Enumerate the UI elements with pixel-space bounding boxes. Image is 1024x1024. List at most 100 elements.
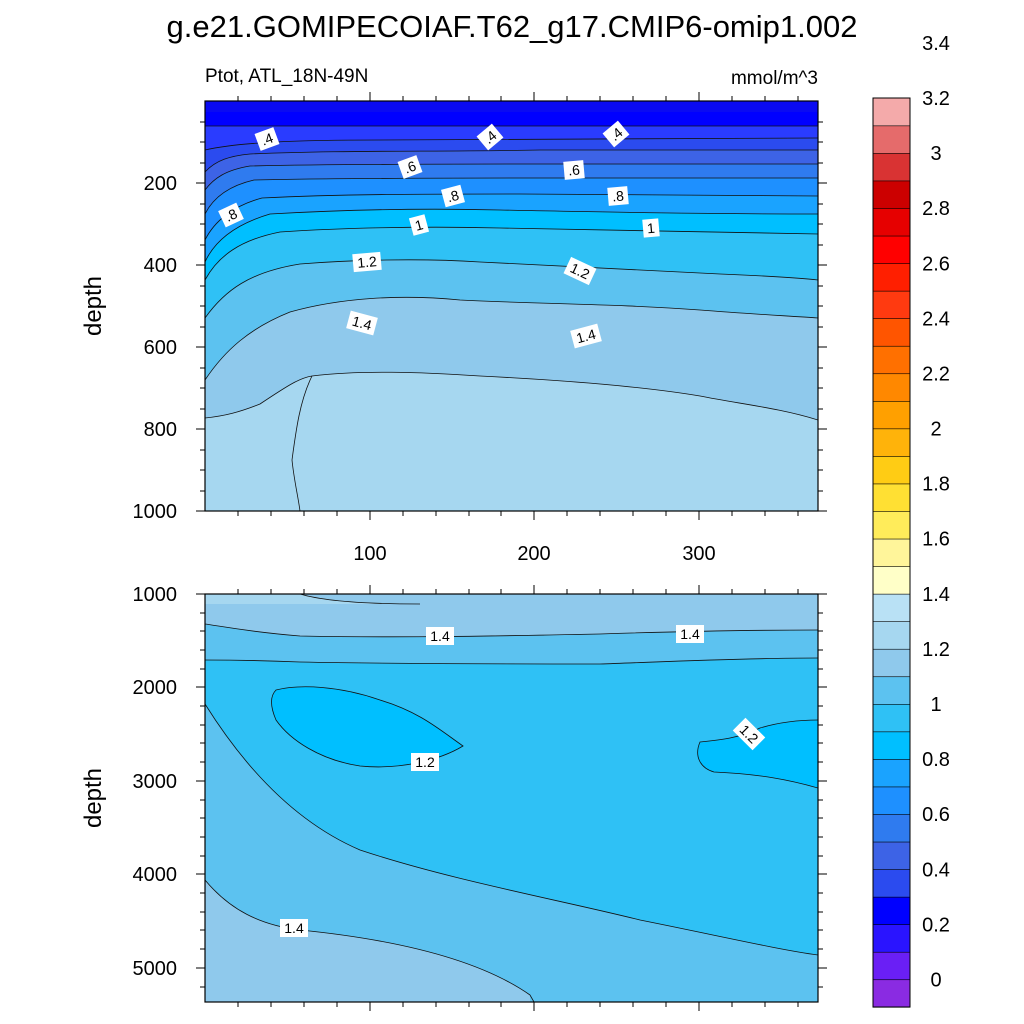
colorbar-tick-label: 2.2 xyxy=(922,363,950,385)
colorbar-frame xyxy=(872,97,911,1008)
colorbar-tick-label: 0.4 xyxy=(922,859,950,881)
y-tick-label: 1000 xyxy=(133,584,178,606)
top-y-axis-label: depth xyxy=(80,276,107,336)
colorbar-tick-label: 1.4 xyxy=(922,584,950,606)
top-x-tick-labels: 100 200 300 xyxy=(353,543,715,565)
contour-label: 1.4 xyxy=(284,920,304,936)
colorbar-box xyxy=(872,152,911,182)
colorbar-box xyxy=(872,565,911,595)
y-tick-label: 200 xyxy=(144,173,177,195)
top-contour-lines xyxy=(205,125,818,511)
colorbar-tick-label: 2 xyxy=(930,419,941,441)
colorbar-box xyxy=(872,290,911,319)
colorbar-tick-label: 2.4 xyxy=(922,308,950,330)
colorbar-box xyxy=(872,813,911,843)
colorbar-tick-label: 0.6 xyxy=(922,804,950,826)
bottom-contour-fill xyxy=(205,594,818,1002)
top-contour-labels: .4 .4 .4 .6 .6 .8 .8 .8 1 1 1.2 1.2 1.4 … xyxy=(218,120,660,349)
colorbar-tick-label: 2.6 xyxy=(922,253,950,275)
colorbar-tick-label: 1.2 xyxy=(922,639,950,661)
bottom-plot-frame xyxy=(204,593,819,1003)
y-tick-label: 5000 xyxy=(133,958,178,980)
top-y-ticks xyxy=(196,121,827,512)
top-contour-fill xyxy=(205,101,818,511)
colorbar-box xyxy=(872,483,911,512)
bottom-y-ticks xyxy=(196,593,827,988)
colorbar-box xyxy=(872,373,911,402)
y-tick-label: 4000 xyxy=(133,864,178,886)
colorbar-box xyxy=(872,510,911,540)
colorbar-box xyxy=(872,97,911,127)
panel-left-label: Ptot, ATL_18N-49N xyxy=(205,66,368,87)
colorbar-box xyxy=(872,318,911,347)
contour-label: .4 xyxy=(259,129,276,148)
colorbar-box xyxy=(872,428,911,457)
colorbar-box xyxy=(872,841,911,870)
colorbar-box xyxy=(872,125,911,154)
top-y-tick-labels: 200 400 600 800 1000 xyxy=(133,173,178,523)
colorbar-tick-label: 3.2 xyxy=(922,88,950,110)
contour-label: 1.2 xyxy=(568,260,593,283)
contour-label: .6 xyxy=(402,157,419,176)
colorbar-box xyxy=(872,924,911,953)
x-tick-label: 100 xyxy=(353,543,386,565)
y-tick-label: 800 xyxy=(144,419,177,441)
y-tick-label: 3000 xyxy=(133,771,178,793)
colorbar-box xyxy=(872,951,911,981)
bottom-y-axis-label: depth xyxy=(80,768,107,828)
bottom-contour-labels: 1.4 1.4 1.2 1.2 1.4 xyxy=(280,625,766,937)
contour-label: 1.2 xyxy=(415,754,435,770)
contour-label: .8 xyxy=(611,188,624,205)
contour-label: .6 xyxy=(567,162,580,179)
colorbar-tick-label: 3 xyxy=(930,143,941,165)
colorbar-box xyxy=(872,235,911,264)
contour-label: .8 xyxy=(445,187,461,206)
contour-label: 1.4 xyxy=(680,626,700,642)
colorbar-box xyxy=(872,676,911,705)
contour-label: 1.4 xyxy=(430,628,450,644)
colorbar-box xyxy=(872,868,911,898)
colorbar-box xyxy=(872,786,911,815)
top-panel: Ptot, ATL_18N-49N mmol/m^3 xyxy=(80,66,827,565)
contour-label: 1 xyxy=(413,216,425,234)
colorbar-box xyxy=(872,703,911,733)
colorbar-tick-label: 1.8 xyxy=(922,474,950,496)
x-tick-label: 200 xyxy=(517,543,550,565)
colorbar-box xyxy=(872,593,911,622)
colorbar: 0 0.2 0.4 0.6 0.8 1 1.2 1.4 1.6 1.8 2 2.2 2.4 2.6 2.8 3… xyxy=(872,33,950,1008)
colorbar-box xyxy=(872,979,911,1008)
y-tick-label: 600 xyxy=(144,337,177,359)
figure-title: g.e21.GOMIPECOIAF.T62_g17.CMIP6-omip1.00… xyxy=(167,9,858,44)
colorbar-labels: 0 0.2 0.4 0.6 0.8 1 1.2 1.4 1.6 1.8 2 2.2 2.4 2.6 2.8 3… xyxy=(922,33,950,992)
y-tick-label: 400 xyxy=(144,255,177,277)
colorbar-tick-label: 1.6 xyxy=(922,529,950,551)
x-tick-label: 300 xyxy=(682,543,715,565)
colorbar-box xyxy=(872,400,911,430)
colorbar-boxes xyxy=(872,97,911,1008)
colorbar-box xyxy=(872,896,911,925)
colorbar-box xyxy=(872,455,911,485)
colorbar-tick-label: 2.8 xyxy=(922,198,950,220)
bottom-panel: 1.4 1.4 1.2 1.2 1.4 depth 1000 20 xyxy=(80,584,827,1011)
colorbar-tick-label: 0.8 xyxy=(922,749,950,771)
top-x-ticks xyxy=(237,92,799,520)
colorbar-tick-label: 1 xyxy=(930,694,941,716)
colorbar-box xyxy=(872,345,911,375)
y-tick-label: 2000 xyxy=(133,677,178,699)
bottom-x-ticks xyxy=(237,585,799,1011)
colorbar-box xyxy=(872,648,911,678)
colorbar-box xyxy=(872,207,911,237)
colorbar-box xyxy=(872,262,911,292)
contour-label: 1.2 xyxy=(357,253,378,271)
colorbar-box xyxy=(872,180,911,209)
contour-label: 1.4 xyxy=(575,326,598,347)
colorbar-box xyxy=(872,758,911,788)
bottom-y-tick-labels: 1000 2000 3000 4000 5000 xyxy=(133,584,178,980)
colorbar-box xyxy=(872,538,911,567)
colorbar-tick-label: 3.4 xyxy=(922,33,950,55)
colorbar-tick-label: 0 xyxy=(930,969,941,991)
bottom-contour-lines xyxy=(205,594,818,1002)
contour-label: 1 xyxy=(646,220,655,237)
colorbar-tick-label: 0.2 xyxy=(922,914,950,936)
